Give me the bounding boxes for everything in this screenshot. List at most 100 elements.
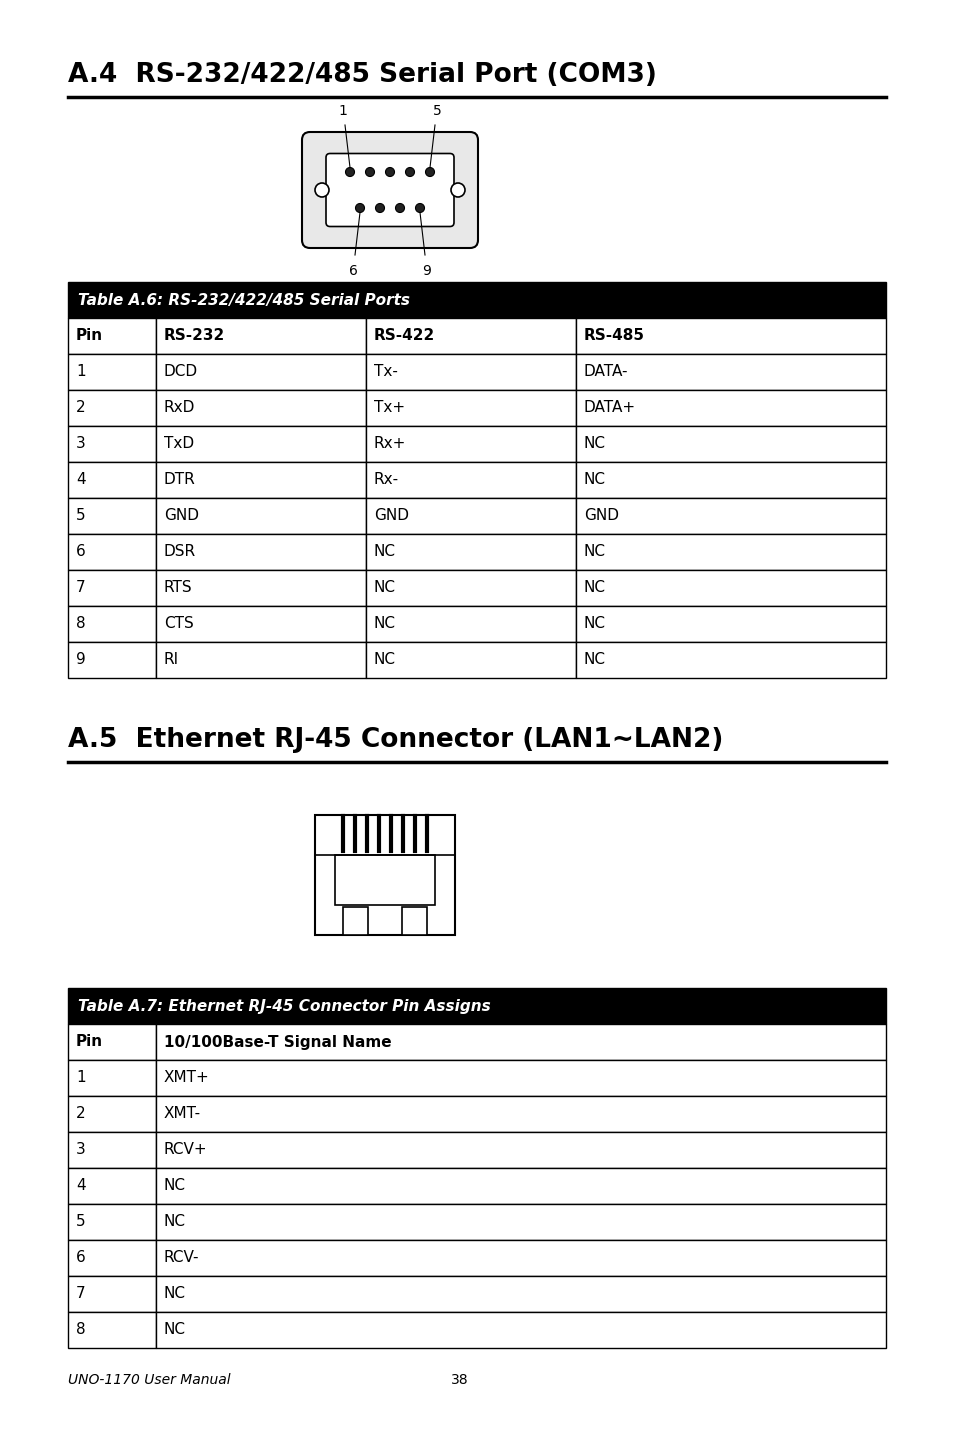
Bar (576, 533, 885, 571)
Text: DSR: DSR (164, 545, 196, 559)
Text: RS-485: RS-485 (583, 329, 644, 343)
Bar (156, 1204, 885, 1240)
Text: 5: 5 (76, 1214, 86, 1230)
Bar (156, 606, 366, 642)
Text: DTR: DTR (164, 472, 195, 488)
Text: GND: GND (583, 509, 618, 523)
Bar (156, 426, 366, 462)
Text: 1: 1 (338, 104, 347, 119)
Text: Rx-: Rx- (374, 472, 398, 488)
Text: Table A.7: Ethernet RJ-45 Connector Pin Assigns: Table A.7: Ethernet RJ-45 Connector Pin … (78, 998, 490, 1014)
Text: NC: NC (164, 1178, 186, 1194)
Text: Rx+: Rx+ (374, 436, 406, 452)
Bar (68, 426, 156, 462)
Bar (156, 317, 366, 355)
Text: A.5  Ethernet RJ-45 Connector (LAN1~LAN2): A.5 Ethernet RJ-45 Connector (LAN1~LAN2) (68, 726, 722, 754)
Bar (366, 426, 576, 462)
Bar (156, 498, 366, 533)
Text: RI: RI (164, 652, 179, 668)
Text: Tx+: Tx+ (374, 400, 405, 416)
Bar (366, 571, 576, 606)
Text: 6: 6 (76, 545, 86, 559)
Circle shape (365, 167, 375, 176)
Circle shape (405, 167, 414, 176)
Bar (366, 462, 576, 498)
Bar (68, 1095, 156, 1133)
Text: Pin: Pin (76, 329, 103, 343)
Text: NC: NC (583, 436, 605, 452)
Text: 1: 1 (76, 1071, 86, 1085)
Text: Pin: Pin (76, 1034, 103, 1050)
Bar (68, 571, 156, 606)
Bar (156, 1024, 885, 1060)
Text: XMT-: XMT- (164, 1107, 201, 1121)
Bar (576, 642, 885, 678)
Text: 3: 3 (76, 436, 86, 452)
Text: 4: 4 (76, 1178, 86, 1194)
Bar (68, 355, 156, 390)
Text: DATA+: DATA+ (583, 400, 636, 416)
Circle shape (355, 203, 364, 213)
Text: RTS: RTS (164, 581, 193, 595)
Bar (68, 282, 885, 317)
Text: Table A.6: RS-232/422/485 Serial Ports: Table A.6: RS-232/422/485 Serial Ports (78, 293, 410, 307)
Bar (68, 642, 156, 678)
FancyBboxPatch shape (302, 132, 477, 247)
Bar (343, 907, 368, 935)
Text: 8: 8 (76, 616, 86, 632)
Circle shape (375, 203, 384, 213)
Bar (314, 815, 455, 935)
Text: NC: NC (164, 1323, 186, 1337)
Bar (366, 317, 576, 355)
Bar (576, 462, 885, 498)
Text: RS-232: RS-232 (164, 329, 225, 343)
Bar (156, 1276, 885, 1311)
Text: 7: 7 (76, 1287, 86, 1301)
Bar (68, 988, 885, 1024)
Text: NC: NC (164, 1287, 186, 1301)
Text: NC: NC (374, 652, 395, 668)
Text: RS-422: RS-422 (374, 329, 435, 343)
Bar (68, 1276, 156, 1311)
Bar (576, 571, 885, 606)
Bar (366, 533, 576, 571)
Bar (68, 606, 156, 642)
Bar (68, 1204, 156, 1240)
Circle shape (425, 167, 434, 176)
Bar (68, 1024, 156, 1060)
Text: RCV+: RCV+ (164, 1143, 208, 1157)
Bar (366, 390, 576, 426)
Text: 38: 38 (451, 1373, 468, 1387)
Text: 7: 7 (76, 581, 86, 595)
Bar (576, 317, 885, 355)
Text: UNO-1170 User Manual: UNO-1170 User Manual (68, 1373, 231, 1387)
Text: CTS: CTS (164, 616, 193, 632)
Text: 9: 9 (76, 652, 86, 668)
Bar (576, 606, 885, 642)
Text: 9: 9 (422, 265, 431, 277)
Circle shape (451, 183, 464, 197)
Text: NC: NC (583, 545, 605, 559)
Bar (366, 606, 576, 642)
Bar (156, 390, 366, 426)
Text: 2: 2 (76, 400, 86, 416)
Bar (156, 355, 366, 390)
Text: RxD: RxD (164, 400, 195, 416)
Bar (68, 1060, 156, 1095)
Bar (576, 426, 885, 462)
Text: 6: 6 (76, 1250, 86, 1266)
Bar (156, 1060, 885, 1095)
Bar (68, 498, 156, 533)
Bar (68, 1168, 156, 1204)
Text: 8: 8 (76, 1323, 86, 1337)
Text: TxD: TxD (164, 436, 193, 452)
Text: RCV-: RCV- (164, 1250, 199, 1266)
Text: GND: GND (374, 509, 409, 523)
Bar (68, 390, 156, 426)
Text: GND: GND (164, 509, 199, 523)
Circle shape (385, 167, 395, 176)
Bar (156, 533, 366, 571)
FancyBboxPatch shape (326, 153, 454, 226)
Bar (576, 390, 885, 426)
Text: Tx-: Tx- (374, 365, 397, 379)
